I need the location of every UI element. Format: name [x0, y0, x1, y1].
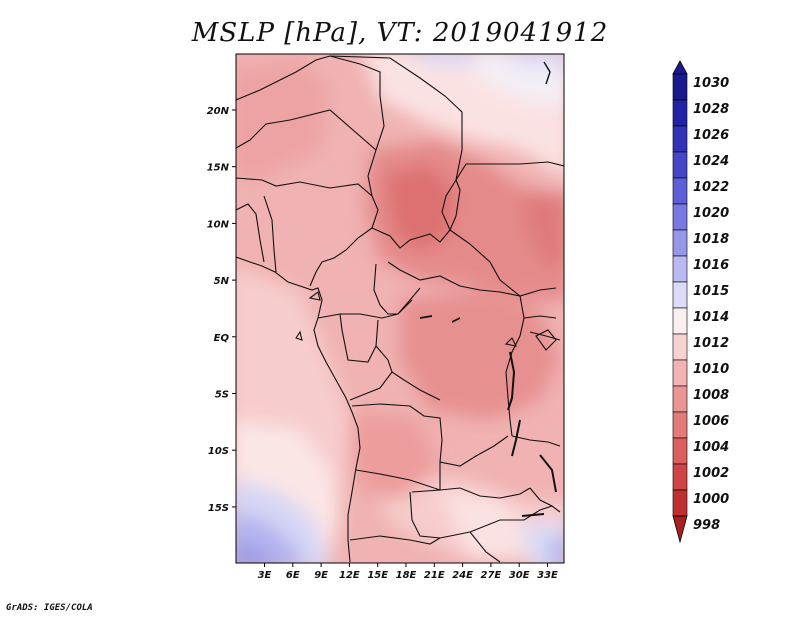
lon-label: 12E	[339, 570, 360, 581]
colorbar-segment	[672, 125, 688, 153]
colorbar-label: 1020	[693, 206, 729, 221]
pressure-field	[236, 54, 564, 563]
map-title: MSLP [hPa], VT: 2019041912	[191, 18, 609, 48]
lon-label: 18E	[396, 570, 417, 581]
colorbar-segment	[672, 437, 688, 465]
colorbar-label: 998	[693, 518, 720, 533]
colorbar-label: 1024	[693, 154, 729, 169]
colorbar-top-arrow	[672, 60, 688, 75]
lat-label: 20N	[207, 106, 230, 117]
colorbar-label: 1006	[693, 414, 729, 429]
colorbar-label: 1026	[693, 128, 729, 143]
colorbar-label: 1016	[693, 258, 729, 273]
colorbar-label: 1012	[693, 336, 729, 351]
lon-label: 27E	[481, 570, 502, 581]
colorbar-segment	[672, 177, 688, 205]
lon-label: 21E	[424, 570, 445, 581]
colorbar-segment	[672, 359, 688, 387]
colorbar-label: 1028	[693, 102, 729, 117]
colorbar-segment	[672, 489, 688, 517]
colorbar-label: 1004	[693, 440, 729, 455]
lat-label: 15N	[207, 163, 230, 174]
lat-label: 5N	[214, 276, 230, 287]
lon-label: 30E	[509, 570, 530, 581]
colorbar-segment	[672, 385, 688, 413]
colorbar-label: 1030	[693, 76, 729, 91]
colorbar-segment	[672, 99, 688, 127]
colorbar-label: 1018	[693, 232, 729, 247]
lon-label: 9E	[314, 570, 328, 581]
colorbar-label: 1014	[693, 310, 729, 325]
lon-label: 33E	[537, 570, 558, 581]
colorbar-segment	[672, 73, 688, 101]
lat-label: 10S	[208, 446, 229, 457]
lon-label: 24E	[452, 570, 473, 581]
colorbar-segment	[672, 203, 688, 231]
colorbar-segment	[672, 255, 688, 283]
colorbar-label: 1008	[693, 388, 729, 403]
grads-credit: GrADS: IGES/COLA	[6, 603, 93, 613]
colorbar-segment	[672, 281, 688, 309]
lon-label: 3E	[258, 570, 272, 581]
lon-label: 15E	[367, 570, 388, 581]
lat-label: 5S	[215, 390, 229, 401]
colorbar-segment	[672, 229, 688, 257]
map-frame	[235, 53, 565, 564]
colorbar-segment	[672, 333, 688, 361]
colorbar-segment	[672, 151, 688, 179]
country-borders	[236, 55, 564, 563]
colorbar-label: 1022	[693, 180, 729, 195]
colorbar-label: 1002	[693, 466, 729, 481]
colorbar-segment	[672, 463, 688, 491]
colorbar-bottom-arrow	[672, 515, 688, 544]
colorbar-label: 1000	[693, 492, 729, 507]
lat-label: 15S	[208, 503, 229, 514]
colorbar-segment	[672, 411, 688, 439]
colorbar	[672, 60, 688, 544]
lat-label: EQ	[214, 333, 230, 344]
colorbar-label: 1010	[693, 362, 729, 377]
colorbar-label: 1015	[693, 284, 729, 299]
colorbar-segment	[672, 307, 688, 335]
lat-label: 10N	[207, 219, 230, 230]
lon-label: 6E	[286, 570, 300, 581]
